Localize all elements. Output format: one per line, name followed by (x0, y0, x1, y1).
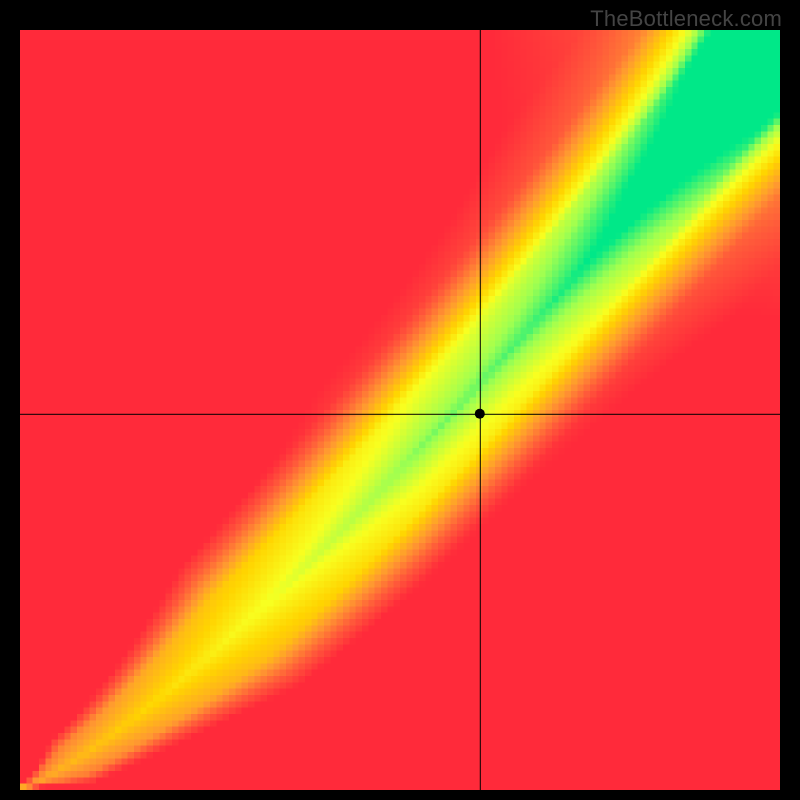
watermark-text: TheBottleneck.com (590, 6, 782, 32)
chart-container: TheBottleneck.com (0, 0, 800, 800)
crosshair-overlay (20, 30, 780, 790)
